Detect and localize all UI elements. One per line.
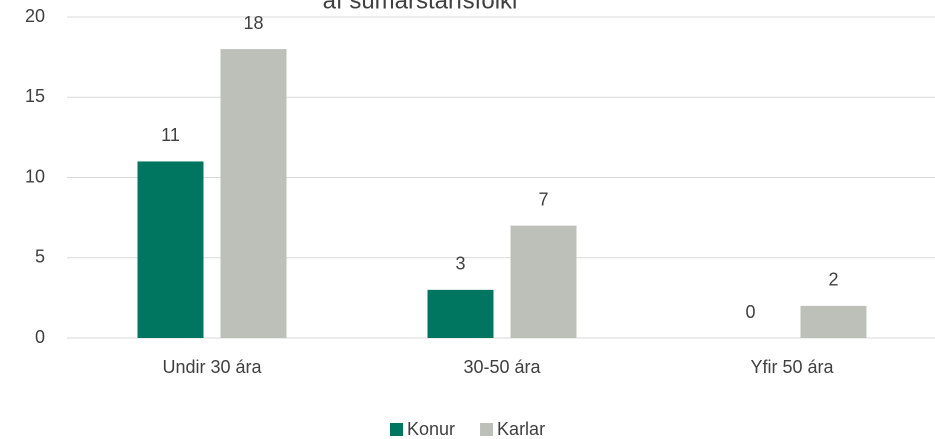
bar xyxy=(800,305,867,338)
y-tick-label: 15 xyxy=(25,86,45,106)
data-label: 2 xyxy=(828,270,838,290)
chart-title: af sumarstarfsfólki xyxy=(323,0,518,14)
legend-label: Karlar xyxy=(497,419,545,439)
data-label: 3 xyxy=(455,254,465,274)
x-tick-label: Yfir 50 ára xyxy=(750,357,834,377)
bar xyxy=(510,225,577,338)
y-tick-label: 0 xyxy=(35,327,45,347)
bar xyxy=(220,49,287,338)
data-label: 7 xyxy=(538,189,548,209)
x-tick-label: Undir 30 ára xyxy=(162,357,262,377)
x-tick-label: 30-50 ára xyxy=(463,357,541,377)
y-tick-label: 5 xyxy=(35,247,45,267)
legend-swatch xyxy=(390,423,403,436)
data-label: 0 xyxy=(745,302,755,322)
data-label: 11 xyxy=(161,125,180,145)
bar xyxy=(137,161,204,338)
y-tick-label: 10 xyxy=(25,166,45,186)
data-label: 18 xyxy=(243,13,263,33)
y-tick-label: 20 xyxy=(25,6,45,26)
bar xyxy=(427,289,494,338)
legend-label: Konur xyxy=(407,419,455,439)
legend-swatch xyxy=(480,423,494,436)
